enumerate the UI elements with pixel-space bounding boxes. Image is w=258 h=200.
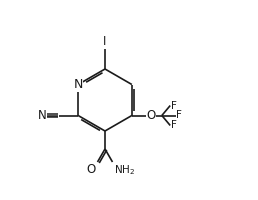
Text: N: N — [74, 78, 83, 91]
Text: O: O — [147, 109, 156, 122]
Text: I: I — [103, 35, 107, 48]
Text: F: F — [176, 110, 182, 120]
Text: N: N — [38, 109, 46, 122]
Text: F: F — [171, 101, 177, 111]
Text: NH$_2$: NH$_2$ — [114, 163, 135, 177]
Text: F: F — [171, 120, 177, 130]
Text: O: O — [87, 163, 96, 176]
